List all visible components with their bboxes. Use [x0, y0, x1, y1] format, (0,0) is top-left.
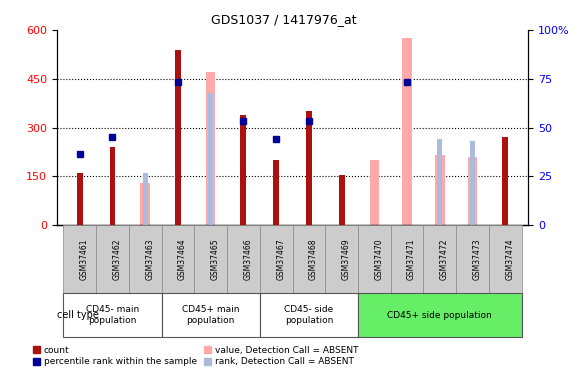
FancyBboxPatch shape — [194, 225, 227, 292]
Text: cell type: cell type — [57, 310, 99, 320]
FancyBboxPatch shape — [260, 293, 358, 337]
Bar — [206, 72, 215, 225]
Text: GSM37470: GSM37470 — [374, 238, 383, 280]
Text: GSM37474: GSM37474 — [506, 238, 514, 280]
Text: GSM37472: GSM37472 — [440, 238, 449, 279]
FancyBboxPatch shape — [325, 225, 358, 292]
Bar — [470, 141, 475, 225]
FancyBboxPatch shape — [161, 293, 260, 337]
Bar — [110, 147, 115, 225]
FancyBboxPatch shape — [161, 225, 194, 292]
Bar — [306, 111, 312, 225]
FancyBboxPatch shape — [358, 225, 391, 292]
Text: GSM37468: GSM37468 — [309, 238, 318, 279]
FancyBboxPatch shape — [424, 225, 456, 292]
Bar — [437, 139, 442, 225]
Text: GSM37462: GSM37462 — [112, 238, 122, 279]
FancyBboxPatch shape — [64, 293, 161, 337]
Bar — [143, 173, 148, 225]
Bar — [370, 160, 379, 225]
Text: GSM37461: GSM37461 — [80, 238, 89, 279]
Bar — [208, 93, 214, 225]
FancyBboxPatch shape — [489, 225, 521, 292]
FancyBboxPatch shape — [64, 225, 96, 292]
Text: GSM37473: GSM37473 — [473, 238, 482, 280]
Bar — [402, 38, 412, 225]
FancyBboxPatch shape — [96, 225, 129, 292]
Text: GSM37463: GSM37463 — [145, 238, 154, 280]
FancyBboxPatch shape — [358, 293, 521, 337]
Legend: count, percentile rank within the sample, value, Detection Call = ABSENT, rank, : count, percentile rank within the sample… — [33, 346, 358, 366]
Bar — [240, 114, 247, 225]
FancyBboxPatch shape — [260, 225, 293, 292]
Text: GSM37467: GSM37467 — [276, 238, 285, 280]
Bar — [339, 175, 345, 225]
Bar — [175, 50, 181, 225]
FancyBboxPatch shape — [456, 225, 489, 292]
FancyBboxPatch shape — [391, 225, 424, 292]
Text: CD45+ side population: CD45+ side population — [387, 310, 492, 320]
Text: GSM37469: GSM37469 — [341, 238, 350, 280]
Text: CD45- main
population: CD45- main population — [86, 305, 139, 325]
Bar — [140, 183, 150, 225]
Text: GDS1037 / 1417976_at: GDS1037 / 1417976_at — [211, 13, 357, 26]
FancyBboxPatch shape — [293, 225, 325, 292]
Bar — [435, 155, 445, 225]
Bar — [468, 157, 477, 225]
Text: CD45- side
population: CD45- side population — [284, 305, 333, 325]
Bar — [77, 173, 83, 225]
FancyBboxPatch shape — [227, 225, 260, 292]
Text: GSM37464: GSM37464 — [178, 238, 187, 280]
Text: GSM37466: GSM37466 — [244, 238, 252, 280]
Text: GSM37465: GSM37465 — [211, 238, 220, 280]
FancyBboxPatch shape — [129, 225, 161, 292]
Text: GSM37471: GSM37471 — [407, 238, 416, 279]
Text: CD45+ main
population: CD45+ main population — [182, 305, 240, 325]
Bar — [273, 160, 279, 225]
Bar — [502, 137, 508, 225]
